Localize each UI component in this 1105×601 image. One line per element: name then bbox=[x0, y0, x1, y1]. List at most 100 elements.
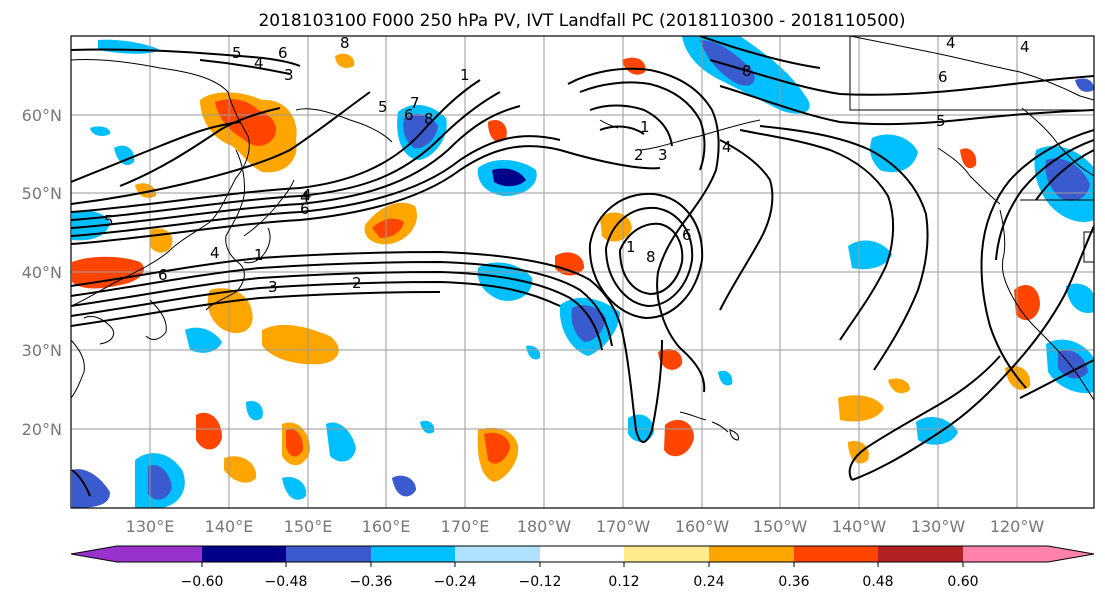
lon-label: 170°E bbox=[441, 517, 490, 536]
negative-anomaly-core bbox=[403, 113, 438, 149]
negative-anomaly bbox=[246, 400, 263, 421]
negative-anomaly bbox=[526, 345, 541, 360]
colorbar-tick-label: 0.12 bbox=[608, 574, 639, 590]
contour-label: 3 bbox=[268, 278, 278, 296]
positive-anomaly bbox=[224, 456, 257, 483]
negative-anomaly-core bbox=[700, 40, 755, 86]
colorbar-segment bbox=[709, 546, 795, 562]
positive-anomaly bbox=[1014, 285, 1040, 321]
negative-anomaly bbox=[1066, 283, 1094, 313]
lon-label: 160°E bbox=[362, 517, 411, 536]
lon-label: 140°E bbox=[205, 517, 254, 536]
positive-anomaly bbox=[622, 57, 646, 75]
pv-contours bbox=[71, 36, 1094, 497]
positive-anomaly bbox=[484, 432, 510, 464]
lon-label: 130°E bbox=[126, 517, 175, 536]
colorbar-tick-label: −0.24 bbox=[434, 574, 477, 590]
contour-label: 6 bbox=[682, 226, 692, 244]
negative-anomaly bbox=[114, 145, 135, 166]
negative-anomaly bbox=[1075, 78, 1094, 92]
contour-label: 4 bbox=[302, 186, 312, 204]
colorbar-segment bbox=[624, 546, 710, 562]
latitude-labels: 60°N 50°N 40°N 30°N 20°N bbox=[22, 106, 62, 439]
colorbar-segment bbox=[202, 546, 288, 562]
positive-anomaly bbox=[286, 429, 304, 457]
contour-label: 2 bbox=[634, 146, 644, 164]
positive-anomaly-core bbox=[215, 99, 277, 146]
colorbar: −0.60 −0.48 −0.36 −0.24 −0.12 0.12 0.24 … bbox=[70, 545, 1095, 590]
colorbar-segment bbox=[117, 546, 203, 562]
graticule bbox=[71, 36, 1094, 508]
contour-label: 8 bbox=[742, 62, 752, 80]
lon-label: 150°W bbox=[753, 517, 808, 536]
colorbar-tick-label: 0.60 bbox=[947, 574, 978, 590]
contour-label: 6 bbox=[158, 266, 168, 284]
contour-label: 8 bbox=[646, 248, 656, 266]
contour-label: 4 bbox=[1020, 38, 1030, 56]
positive-anomaly bbox=[196, 412, 222, 450]
negative-anomaly bbox=[326, 422, 356, 462]
colorbar-segment bbox=[878, 546, 964, 562]
contour-label: 7 bbox=[410, 94, 420, 112]
positive-anomaly bbox=[135, 183, 157, 198]
positive-anomaly bbox=[488, 119, 507, 142]
negative-anomaly bbox=[282, 476, 307, 500]
negative-anomaly bbox=[185, 327, 222, 353]
colorbar-tick-label: 0.24 bbox=[693, 574, 724, 590]
contour-label: 6 bbox=[938, 68, 948, 86]
negative-anomaly bbox=[90, 126, 111, 136]
contour-label: 8 bbox=[424, 110, 434, 128]
contour-label: 2 bbox=[352, 274, 362, 292]
positive-anomaly bbox=[838, 395, 884, 422]
lat-label: 50°N bbox=[22, 184, 62, 203]
contour-label: 5 bbox=[232, 44, 242, 62]
lat-label: 40°N bbox=[22, 263, 62, 282]
colorbar-segment bbox=[794, 546, 880, 562]
lat-label: 60°N bbox=[22, 106, 62, 125]
colorbar-low-extend bbox=[71, 546, 117, 562]
contour-labels: 5 6 8 4 3 5 6 7 4 8 1 1 2 3 4 5 6 4 1 6 … bbox=[104, 34, 1030, 296]
positive-anomaly bbox=[372, 218, 404, 238]
negative-anomaly bbox=[718, 370, 733, 386]
map-title: 2018103100 F000 250 hPa PV, IVT Landfall… bbox=[258, 11, 905, 31]
colorbar-segment bbox=[963, 546, 1049, 562]
contour-label: 4 bbox=[254, 54, 264, 72]
contour-label: 4 bbox=[210, 244, 220, 262]
contour-label: 5 bbox=[378, 98, 388, 116]
colorbar-outline bbox=[70, 545, 1095, 563]
lat-label: 30°N bbox=[22, 341, 62, 360]
contour-label: 3 bbox=[284, 66, 294, 84]
colorbar-tick-label: 0.48 bbox=[862, 574, 893, 590]
lon-label: 150°E bbox=[284, 517, 333, 536]
contour-label: 1 bbox=[626, 238, 636, 256]
lon-label: 120°W bbox=[990, 517, 1045, 536]
negative-anomaly bbox=[392, 475, 416, 497]
colorbar-segment bbox=[455, 546, 541, 562]
colorbar-tick-label: 0.36 bbox=[778, 574, 809, 590]
contour-label: 4 bbox=[946, 34, 956, 52]
contour-label: 6 bbox=[278, 44, 288, 62]
colorbar-tick-label: −0.48 bbox=[265, 574, 308, 590]
negative-anomaly-core bbox=[148, 465, 172, 500]
longitude-labels: 130°E 140°E 150°E 160°E 170°E 180°W 170°… bbox=[126, 517, 1045, 536]
negative-anomaly-core bbox=[1045, 158, 1090, 201]
contour-label: 5 bbox=[104, 212, 114, 230]
colorbar-tick-label: −0.36 bbox=[350, 574, 393, 590]
colorbar-ticks bbox=[201, 562, 964, 567]
colorbar-segment bbox=[286, 546, 372, 562]
contour-label: 3 bbox=[658, 146, 668, 164]
contour-label: 1 bbox=[640, 118, 650, 136]
contour-label: 5 bbox=[936, 112, 946, 130]
contour-label: 8 bbox=[340, 34, 350, 52]
colorbar-segment bbox=[540, 546, 626, 562]
lon-label: 140°W bbox=[832, 517, 887, 536]
lon-label: 160°W bbox=[675, 517, 730, 536]
lon-label: 130°W bbox=[911, 517, 966, 536]
negative-anomaly bbox=[916, 417, 958, 445]
positive-anomaly bbox=[72, 256, 144, 289]
contour-label: 1 bbox=[460, 66, 470, 84]
positive-anomaly bbox=[555, 252, 585, 276]
lon-label: 170°W bbox=[596, 517, 651, 536]
contour-label: 6 bbox=[300, 200, 310, 218]
